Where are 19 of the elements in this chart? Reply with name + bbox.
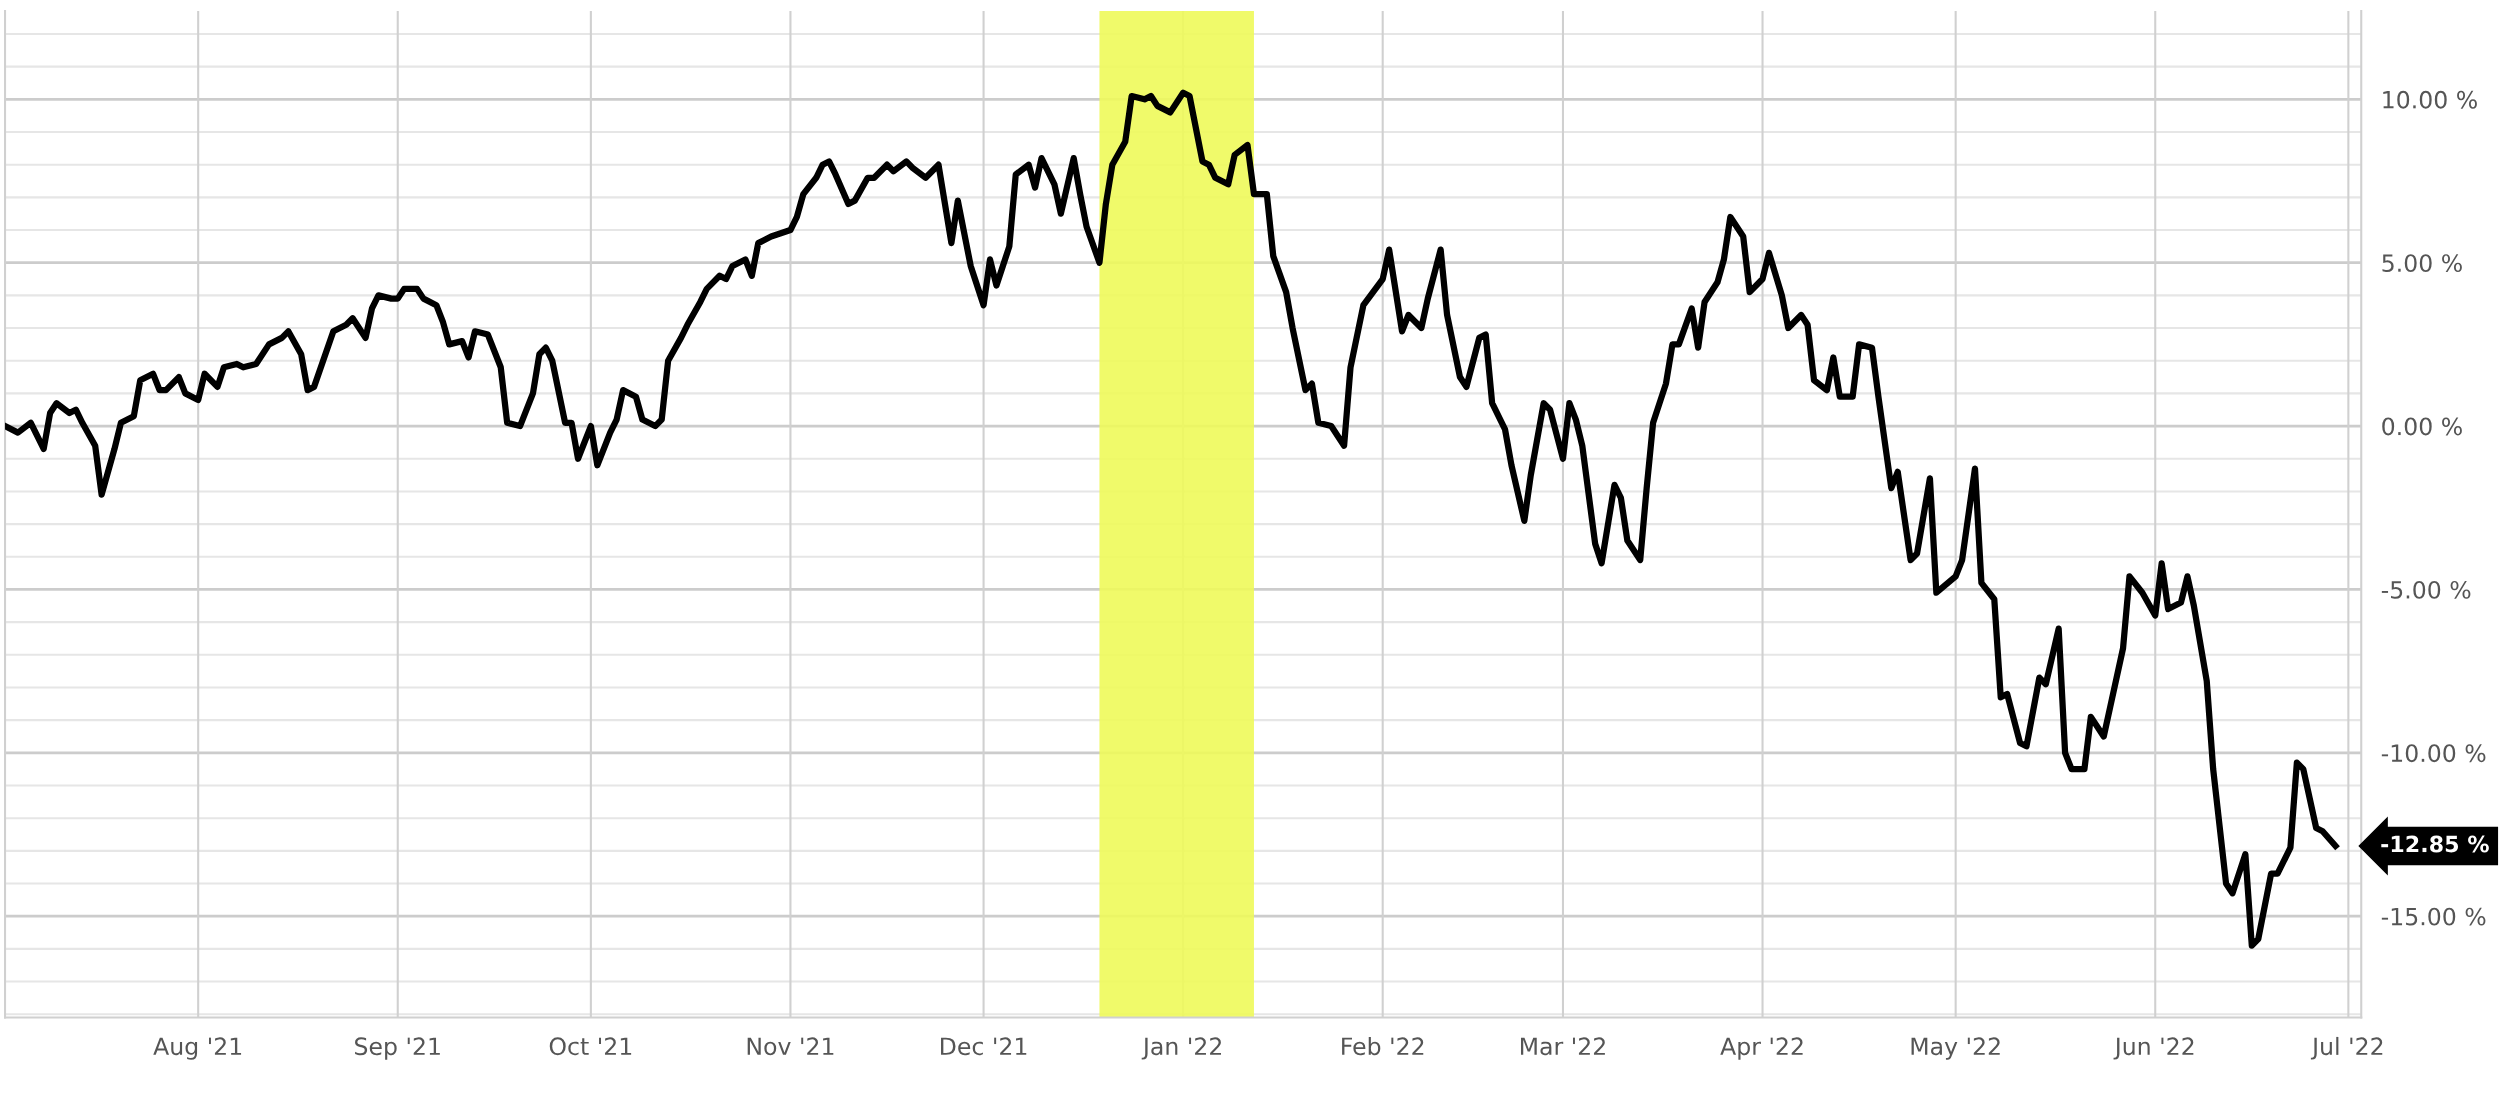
x-tick-label: Jul '22 (2310, 1036, 2383, 1060)
y-tick-label: 5.00 % (2382, 254, 2462, 273)
x-tick-label: Sep '21 (355, 1037, 440, 1060)
x-tick-label: May '22 (1911, 1037, 2000, 1060)
x-tick-label: Mar '22 (1520, 1037, 1605, 1056)
x-tick-label: Aug '21 (153, 1037, 242, 1060)
y-tick-label: -10.00 % (2381, 744, 2486, 763)
y-tick-label: -15.00 % (2381, 907, 2486, 926)
x-tick-label: Dec '21 (941, 1037, 1027, 1056)
y-tick-label: 0.00 % (2382, 417, 2462, 436)
annotation: -12.85 % (2381, 835, 2489, 853)
x-tick-label: Jun '22 (2113, 1037, 2194, 1060)
y-tick-label: 10.00 % (2383, 90, 2477, 109)
x-tick-label: Nov '21 (747, 1037, 834, 1056)
x-tick-label: Jan '22 (1141, 1037, 1221, 1060)
x-tick-label: Apr '22 (1720, 1037, 1803, 1060)
y-tick-label: -5.00 % (2381, 580, 2471, 599)
x-tick-label: Oct '21 (549, 1037, 632, 1056)
x-tick-label: Feb '22 (1342, 1036, 1424, 1056)
